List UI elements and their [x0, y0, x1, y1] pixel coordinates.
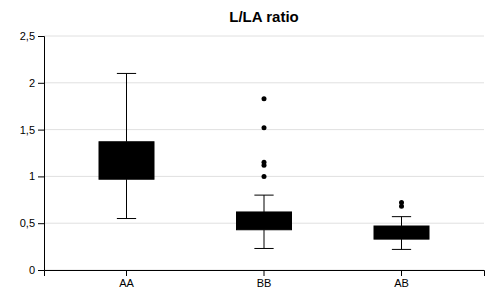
y-tick-label: 1: [29, 170, 35, 182]
x-tick: BB: [257, 270, 272, 289]
box: [237, 212, 292, 230]
y-tick-label: 0,5: [20, 217, 35, 229]
whisker-low: [401, 239, 402, 249]
outlier: [262, 96, 267, 101]
y-tick-mark: [38, 176, 44, 177]
cap-low: [392, 249, 411, 250]
whisker-low: [264, 230, 265, 249]
title: L/LA ratio: [229, 8, 298, 25]
outlier: [399, 200, 404, 205]
whisker-high: [401, 217, 402, 226]
y-tick-label: 1,5: [20, 124, 35, 136]
y-tick: 1,5: [20, 124, 44, 136]
y-tick-mark: [38, 270, 44, 271]
grid-line: [44, 36, 484, 37]
x-axis: AA BB AB: [45, 270, 485, 289]
y-tick: 1: [29, 170, 44, 182]
box-group: [99, 73, 154, 218]
x-tick-label: BB: [257, 277, 272, 289]
outlier: [262, 174, 267, 179]
cap-high: [254, 195, 273, 196]
x-tick-mark: [401, 270, 402, 276]
cap-high: [117, 73, 136, 74]
whisker-low: [126, 179, 127, 218]
y-tick-label: 2: [29, 77, 35, 89]
x-tick-mark: [126, 270, 127, 276]
chart: 0 0,5 1 1,5 2 2,5 AA BB AB L/LA ratio: [0, 0, 500, 300]
y-tick-label: 0: [29, 264, 35, 276]
x-tick: AB: [394, 270, 409, 289]
marks: [99, 73, 429, 249]
x-tick-label: AB: [394, 277, 409, 289]
y-tick-mark: [38, 223, 44, 224]
x-tick-mark: [264, 270, 265, 276]
box-group: [374, 200, 429, 249]
x-axis-line: [45, 271, 485, 277]
outlier: [262, 125, 267, 130]
plot: 0 0,5 1 1,5 2 2,5 AA BB AB: [20, 30, 485, 289]
box: [99, 142, 154, 179]
y-tick: 2,5: [20, 30, 44, 42]
y-tick: 0,5: [20, 217, 44, 229]
whisker-high: [264, 195, 265, 212]
cap-low: [117, 218, 136, 219]
y-tick-mark: [38, 36, 44, 37]
box-group: [237, 96, 292, 248]
box: [374, 226, 429, 239]
outlier: [262, 160, 267, 165]
y-tick: 2: [29, 77, 44, 89]
grid-line: [44, 82, 484, 83]
y-tick-mark: [38, 83, 44, 84]
y-axis: 0 0,5 1 1,5 2 2,5: [20, 30, 45, 276]
grid: [44, 36, 484, 270]
cap-low: [254, 248, 273, 249]
y-tick-label: 2,5: [20, 30, 35, 42]
x-tick-label: AA: [119, 277, 134, 289]
y-tick-mark: [38, 130, 44, 131]
cap-high: [392, 216, 411, 217]
y-tick: 0: [29, 264, 44, 276]
whisker-high: [126, 73, 127, 141]
x-tick: AA: [119, 270, 134, 289]
y-axis-line: [38, 37, 45, 271]
